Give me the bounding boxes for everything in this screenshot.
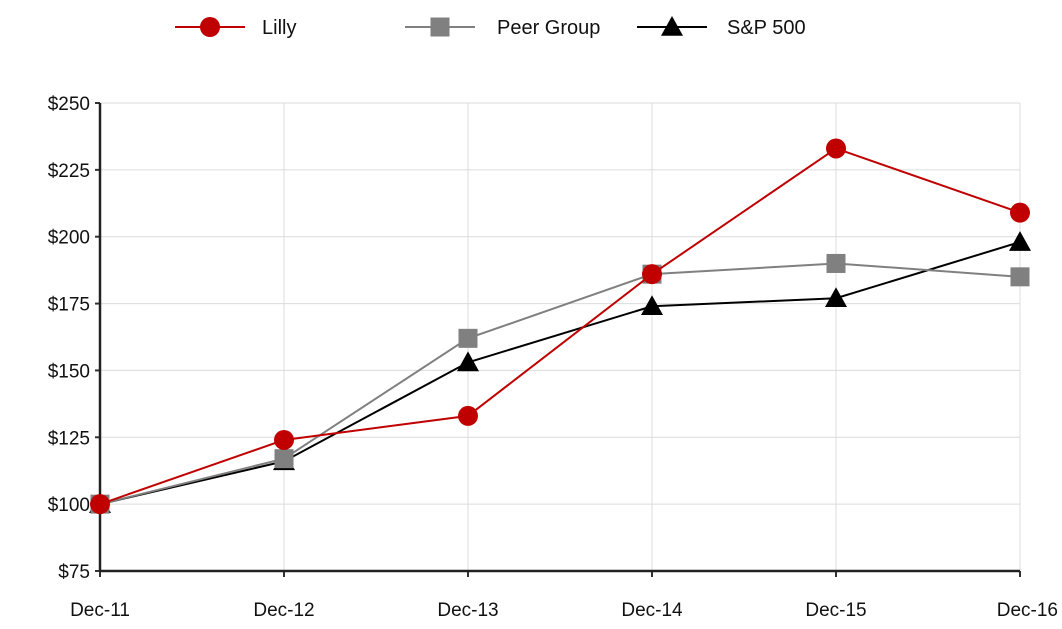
y-tick-label: $125: [48, 428, 90, 449]
x-tick-label: Dec-14: [621, 600, 683, 621]
data-point-peer-group: [1010, 267, 1030, 287]
series-peer-group: [90, 253, 1030, 514]
series-line-peer-group: [99, 262, 1021, 506]
y-tick-label: $175: [48, 295, 90, 316]
legend-label: Lilly: [262, 17, 296, 39]
data-point-lilly: [642, 264, 662, 285]
x-tick-label: Dec-11: [70, 600, 130, 621]
axis-layer: $75 $100 $125 $150 $175 $200 $225 $250 Dec-11 Dec…: [48, 94, 1058, 621]
x-tick-label: Dec-16: [997, 600, 1058, 621]
legend-item-peer-group: Peer Group: [405, 17, 600, 39]
y-tick-label: $225: [48, 161, 90, 182]
x-tick-label: Dec-13: [437, 600, 498, 621]
data-point-lilly: [274, 429, 294, 450]
data-point-sp-500: [1009, 231, 1031, 251]
legend: Lilly Peer Group S&P 500: [175, 16, 806, 39]
data-point-lilly: [1010, 202, 1030, 223]
legend-marker: [430, 17, 450, 37]
data-point-sp-500: [825, 287, 847, 308]
legend-label: Peer Group: [497, 17, 600, 39]
data-point-peer-group: [274, 449, 294, 469]
series-layer: [89, 138, 1031, 515]
data-point-peer-group: [458, 328, 478, 348]
data-point-lilly: [826, 138, 846, 159]
data-point-lilly: [90, 494, 110, 515]
data-point-sp-500: [457, 351, 479, 372]
y-tick-label: $150: [48, 361, 90, 382]
data-point-peer-group: [826, 253, 846, 273]
y-tick-label: $200: [48, 228, 90, 249]
legend-marker: [661, 16, 683, 36]
y-tick-label: $250: [48, 94, 90, 115]
data-point-lilly: [458, 405, 478, 426]
series-lilly: [90, 138, 1030, 515]
legend-item-sp-500: S&P 500: [637, 16, 806, 39]
y-tick-label: $75: [58, 562, 90, 583]
x-tick-label: Dec-12: [253, 600, 314, 621]
x-tick-label: Dec-15: [805, 600, 866, 621]
legend-label: S&P 500: [727, 17, 806, 39]
series-line-sp-500: [99, 241, 1021, 506]
grid-layer: [100, 102, 1021, 571]
series-sp-500: [89, 231, 1031, 513]
data-point-sp-500: [641, 295, 663, 316]
y-tick-label: $100: [48, 495, 90, 516]
legend-marker: [200, 17, 220, 37]
series-line-lilly: [99, 147, 1021, 506]
legend-item-lilly: Lilly: [175, 17, 296, 39]
